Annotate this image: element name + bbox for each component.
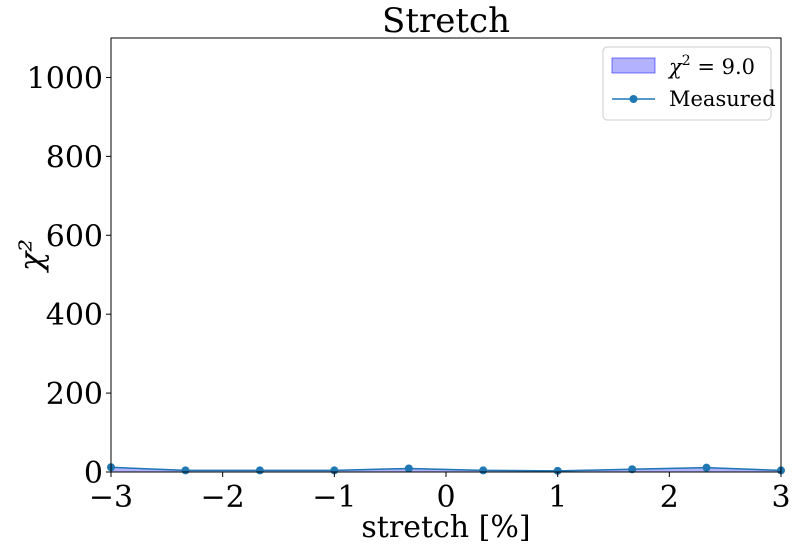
- measured-point: [553, 466, 562, 475]
- x-tick-label: −3: [89, 480, 133, 515]
- measured-line: [110, 466, 782, 472]
- y-tick-label: 400: [46, 298, 103, 333]
- x-tick-label: 0: [436, 480, 455, 515]
- x-tick-label: 2: [660, 480, 679, 515]
- legend-series-marker: [629, 95, 638, 103]
- legend-band-label-prefix: χ: [667, 55, 683, 79]
- measured-point: [479, 466, 488, 475]
- legend-series-label: Measured: [669, 87, 776, 111]
- x-axis: −3 −2 −1 0 1 2 3: [89, 472, 791, 515]
- legend: χ2 = 9.0 Measured: [602, 46, 776, 121]
- y-tick-label: 600: [46, 219, 103, 254]
- y-axis-label-group: χ²: [12, 239, 50, 273]
- measured-point: [702, 463, 711, 472]
- legend-band-label-suffix: = 9.0: [691, 55, 755, 79]
- measured-point: [628, 465, 637, 474]
- x-tick-label: −1: [312, 480, 356, 515]
- y-axis: 0 200 400 600 800 1000: [27, 61, 111, 491]
- measured-point: [255, 466, 264, 475]
- x-axis-label: stretch [%]: [361, 510, 530, 545]
- x-tick-label: −2: [201, 480, 245, 515]
- y-tick-label: 800: [46, 140, 103, 175]
- x-tick-label: 1: [548, 480, 567, 515]
- legend-band-label: χ2 = 9.0: [667, 53, 755, 79]
- y-axis-label: χ²: [12, 239, 50, 273]
- legend-band-swatch: [611, 57, 656, 74]
- y-tick-label: 200: [46, 377, 103, 412]
- legend-band-label-exp: 2: [682, 53, 691, 69]
- measured-point: [181, 466, 190, 475]
- chart-title: Stretch: [382, 1, 510, 41]
- legend-box: [602, 46, 772, 121]
- measured-point: [404, 464, 413, 473]
- x-tick-label: 3: [771, 480, 790, 515]
- y-tick-label: 1000: [27, 61, 103, 96]
- y-tick-label: 0: [84, 456, 103, 491]
